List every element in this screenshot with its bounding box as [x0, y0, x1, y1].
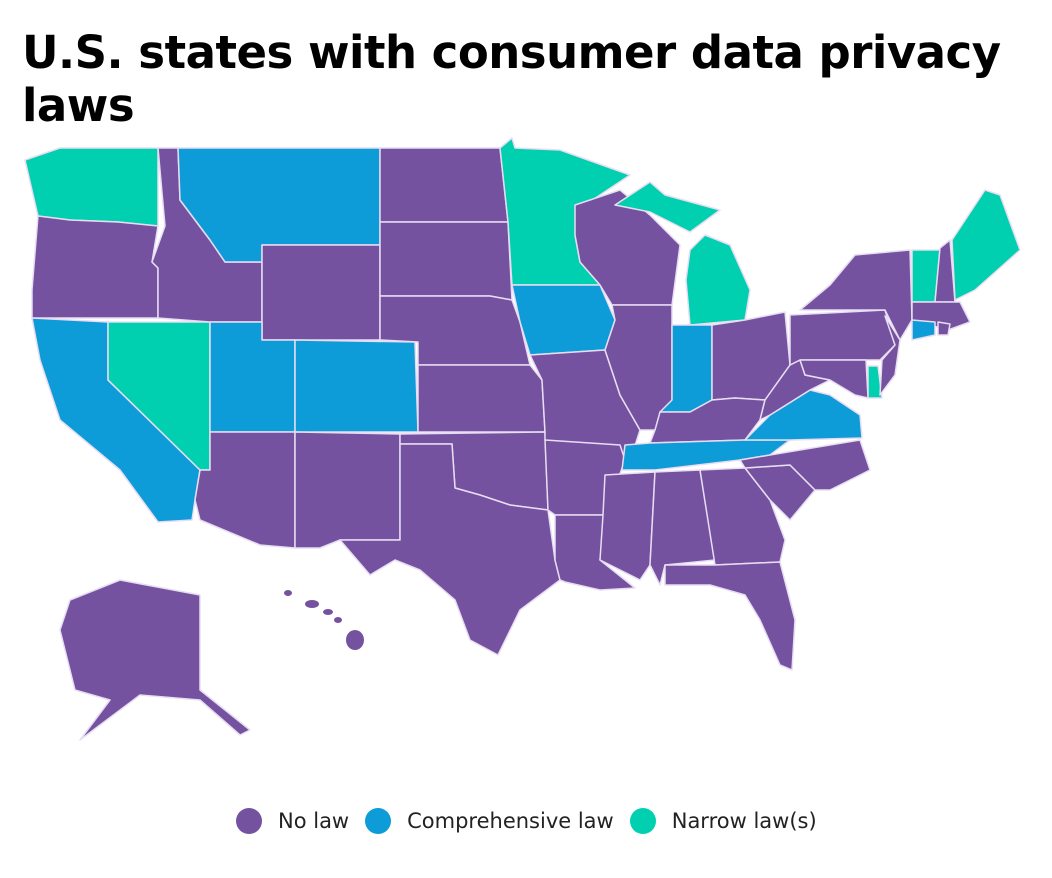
- state-nd: [379, 147, 509, 223]
- state-de: [867, 365, 883, 399]
- state-hi: [284, 590, 292, 596]
- state-nc: [739, 439, 871, 491]
- state-or: [31, 215, 159, 319]
- state-mi: [685, 234, 751, 326]
- state-ks: [417, 364, 546, 433]
- state-mi: [614, 181, 721, 233]
- legend-swatch-narrow: [629, 808, 656, 834]
- state-me: [951, 189, 1021, 301]
- state-ri: [937, 321, 951, 336]
- state-ms: [599, 471, 656, 581]
- legend-item-no-law: No law: [236, 808, 349, 834]
- state-hi: [346, 630, 364, 650]
- state-hi: [305, 600, 319, 608]
- state-ia: [511, 284, 616, 356]
- state-sd: [379, 221, 513, 301]
- state-ct: [911, 319, 936, 341]
- state-wy: [261, 244, 381, 341]
- state-ny: [799, 249, 913, 341]
- state-nm: [294, 431, 401, 549]
- legend-swatch-no-law: [236, 808, 262, 834]
- legend-item-narrow: Narrow law(s): [629, 808, 817, 834]
- state-hi: [334, 617, 342, 623]
- legend: No law Comprehensive law Narrow law(s): [236, 808, 833, 834]
- state-co: [294, 339, 419, 433]
- state-fl: [664, 561, 796, 671]
- legend-swatch-comprehensive: [365, 808, 392, 834]
- state-wa: [24, 147, 159, 227]
- state-ak: [59, 579, 251, 741]
- map-title: U.S. states with consumer data privacy l…: [22, 26, 1001, 132]
- legend-label: No law: [278, 809, 350, 833]
- state-az: [194, 431, 296, 549]
- legend-label: Comprehensive law: [407, 809, 614, 833]
- state-md: [799, 359, 869, 399]
- state-nj: [879, 315, 901, 396]
- state-pa: [789, 309, 896, 366]
- legend-label: Narrow law(s): [671, 809, 817, 833]
- legend-item-comprehensive: Comprehensive law: [365, 808, 614, 834]
- state-tx: [339, 443, 561, 656]
- state-hi: [323, 609, 333, 615]
